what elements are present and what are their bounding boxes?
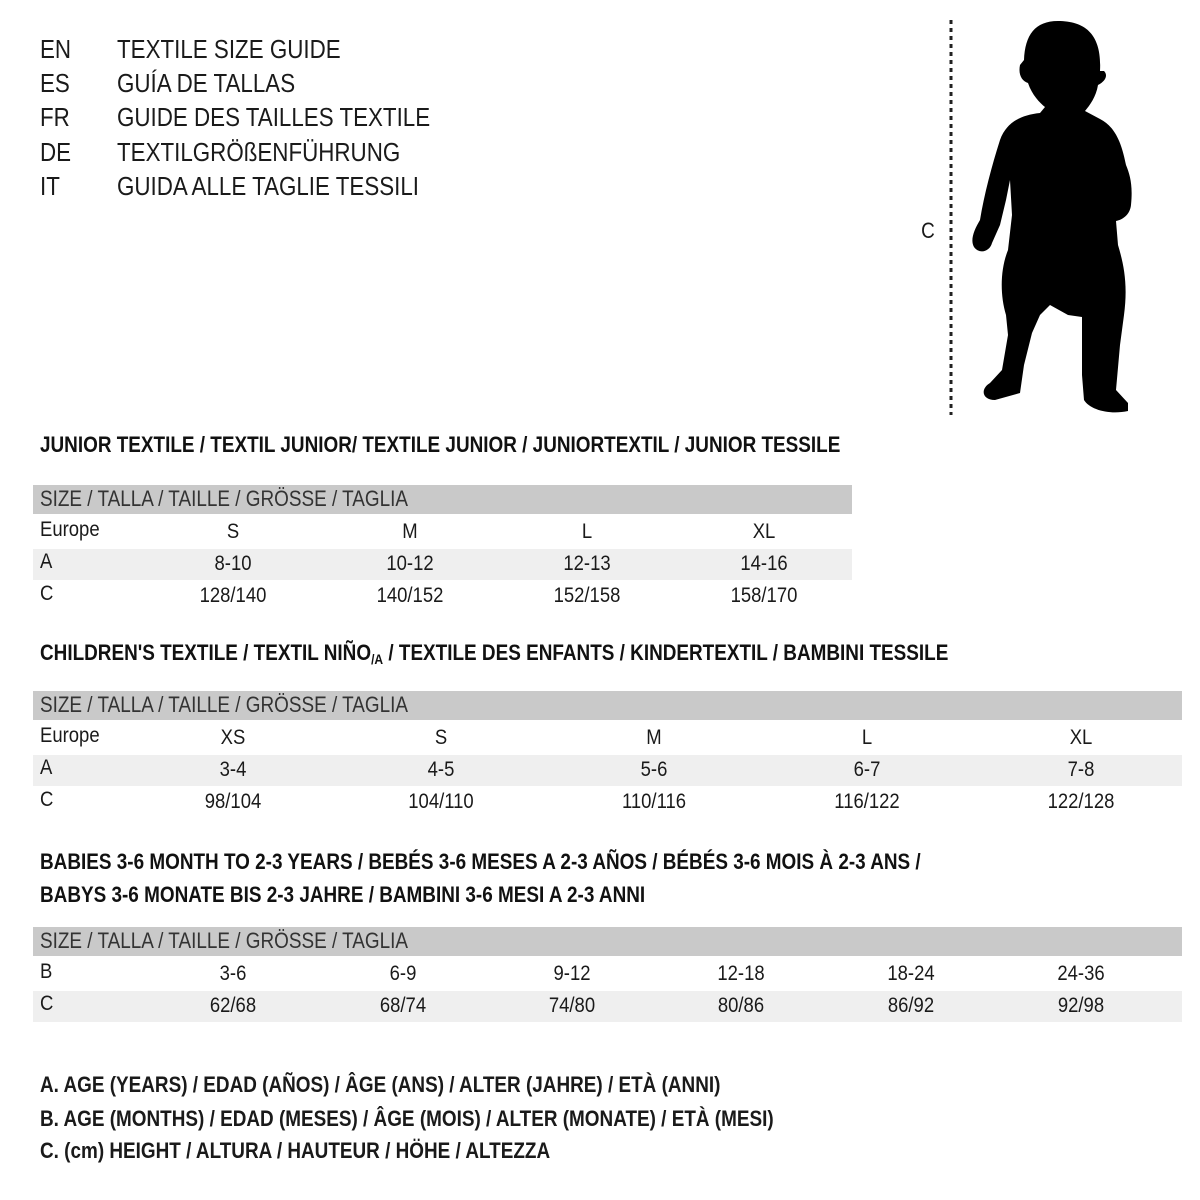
table-cell: 24-36: [1057, 962, 1105, 985]
table-row: Europe XS S M L XL: [33, 723, 1182, 754]
table-cell: XL: [1069, 726, 1093, 749]
table-cell: 9-12: [553, 962, 591, 985]
table-cell: 140/152: [376, 584, 444, 607]
table-cell: 92/98: [1057, 994, 1105, 1017]
row-label: C: [40, 992, 54, 1015]
table-row: Europe S M L XL: [33, 517, 852, 548]
table-cell: 18-24: [887, 962, 935, 985]
lang-code-en: EN: [40, 34, 72, 64]
table-cell: 12-18: [717, 962, 765, 985]
row-label: B: [40, 960, 53, 983]
row-label: A: [40, 756, 53, 779]
row-label: A: [40, 550, 53, 573]
table-cell: 8-10: [214, 552, 252, 575]
table-cell: 62/68: [209, 994, 257, 1017]
table-cell: 4-5: [427, 758, 455, 781]
table-cell: M: [402, 520, 418, 543]
row-label: C: [40, 582, 54, 605]
table-cell: 152/158: [553, 584, 621, 607]
table-header: SIZE / TALLA / TAILLE / GRÖSSE / TAGLIA: [40, 486, 409, 511]
heading-subscript: /A: [371, 651, 384, 667]
table-header-row: SIZE / TALLA / TAILLE / GRÖSSE / TAGLIA: [33, 691, 1182, 720]
table-cell: 6-9: [389, 962, 417, 985]
title-en: TEXTILE SIZE GUIDE: [117, 34, 341, 64]
table-cell: XL: [752, 520, 776, 543]
row-label: C: [40, 788, 54, 811]
table-cell: 116/122: [834, 790, 900, 813]
table-cell: 3-4: [219, 758, 247, 781]
heading-part: CHILDREN'S TEXTILE / TEXTIL NIÑO: [40, 640, 372, 665]
table-cell: S: [434, 726, 448, 749]
table-cell: L: [581, 520, 593, 543]
lang-code-es: ES: [40, 68, 70, 98]
table-cell: 74/80: [548, 994, 596, 1017]
table-cell: 68/74: [379, 994, 427, 1017]
table-header: SIZE / TALLA / TAILLE / GRÖSSE / TAGLIA: [40, 692, 409, 717]
title-de: TEXTILGRÖßENFÜHRUNG: [117, 137, 401, 167]
lang-code-it: IT: [40, 171, 60, 201]
table-row: A 8-10 10-12 12-13 14-16: [33, 549, 852, 580]
table-cell: 122/128: [1047, 790, 1115, 813]
table-cell: 158/170: [730, 584, 798, 607]
table-cell: L: [861, 726, 873, 749]
title-it: GUIDA ALLE TAGLIE TESSILI: [117, 171, 420, 201]
table-cell: 110/116: [621, 790, 687, 813]
child-silhouette-icon: [949, 20, 1132, 415]
legend-c: C. (cm) HEIGHT / ALTURA / HAUTEUR / HÖHE…: [40, 1138, 551, 1163]
section-heading: BABYS 3-6 MONATE BIS 2-3 JAHRE / BAMBINI…: [40, 882, 646, 907]
legend-a: A. AGE (YEARS) / EDAD (AÑOS) / ÂGE (ANS)…: [40, 1072, 721, 1097]
lang-code-fr: FR: [40, 102, 70, 132]
table-cell: 3-6: [219, 962, 247, 985]
table-cell: 12-13: [563, 552, 611, 575]
table-cell: 14-16: [740, 552, 788, 575]
section-heading: BABIES 3-6 MONTH TO 2-3 YEARS / BEBÉS 3-…: [40, 849, 921, 874]
section-heading: CHILDREN'S TEXTILE / TEXTIL NIÑO/A / TEX…: [40, 640, 948, 667]
table-cell: S: [226, 520, 240, 543]
table-cell: 6-7: [853, 758, 881, 781]
table-cell: 104/110: [408, 790, 474, 813]
table-header-row: SIZE / TALLA / TAILLE / GRÖSSE / TAGLIA: [33, 927, 1182, 956]
table-header-row: SIZE / TALLA / TAILLE / GRÖSSE / TAGLIA: [33, 485, 852, 514]
table-cell: 98/104: [204, 790, 262, 813]
section-heading: JUNIOR TEXTILE / TEXTIL JUNIOR/ TEXTILE …: [40, 432, 841, 457]
title-fr: GUIDE DES TAILLES TEXTILE: [117, 102, 431, 132]
table-cell: 86/92: [887, 994, 935, 1017]
table-cell: 5-6: [640, 758, 668, 781]
table-row: C 62/68 68/74 74/80 80/86 86/92 92/98: [33, 991, 1182, 1022]
row-label: Europe: [40, 724, 100, 747]
table-cell: 80/86: [717, 994, 765, 1017]
table-header: SIZE / TALLA / TAILLE / GRÖSSE / TAGLIA: [40, 928, 409, 953]
table-cell: 10-12: [386, 552, 434, 575]
table-row: C 128/140 140/152 152/158 158/170: [33, 581, 852, 612]
legend-b: B. AGE (MONTHS) / EDAD (MESES) / ÂGE (MO…: [40, 1106, 774, 1131]
table-cell: 128/140: [199, 584, 267, 607]
height-measure-label: C: [921, 218, 935, 243]
table-row: A 3-4 4-5 5-6 6-7 7-8: [33, 755, 1182, 786]
table-row: B 3-6 6-9 9-12 12-18 18-24 24-36: [33, 959, 1182, 990]
title-es: GUÍA DE TALLAS: [117, 68, 296, 98]
lang-code-de: DE: [40, 137, 72, 167]
row-label: Europe: [40, 518, 100, 541]
table-cell: XS: [220, 726, 246, 749]
table-cell: 7-8: [1067, 758, 1095, 781]
heading-part: / TEXTILE DES ENFANTS / KINDERTEXTIL / B…: [383, 640, 949, 665]
table-row: C 98/104 104/110 110/116 116/122 122/128: [33, 787, 1182, 818]
table-cell: M: [646, 726, 662, 749]
